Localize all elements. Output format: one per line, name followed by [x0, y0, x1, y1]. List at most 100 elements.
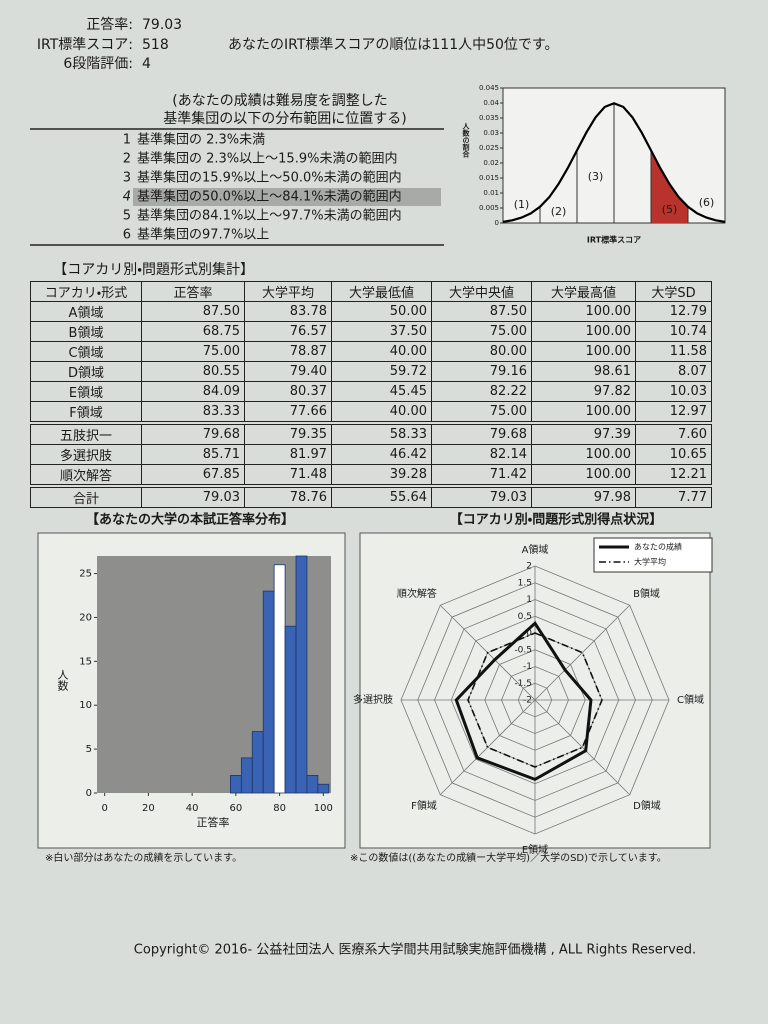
bar — [230, 775, 242, 794]
r-tick-label: 0 — [526, 629, 532, 639]
curve — [502, 102, 726, 223]
region-label: (3) — [588, 170, 604, 183]
table-cell: 順次解答 — [30, 464, 142, 488]
table-cell: 98.61 — [531, 361, 636, 382]
table-cell: F領域 — [30, 401, 142, 425]
r-tick-label: 2 — [526, 562, 532, 572]
axis-label: D領域 — [633, 799, 661, 812]
footer: Copyright© 2016- 公益社団法人 医療系大学間共用試験実施評価機構… — [134, 942, 696, 958]
table-cell: 46.42 — [331, 444, 432, 465]
y-tick-label: 0 — [495, 219, 499, 227]
table-cell: E領域 — [30, 381, 142, 402]
table-cell: 45.45 — [331, 381, 432, 402]
table-cell: 7.60 — [635, 422, 712, 445]
header-cell: 大学最高値 — [531, 281, 636, 302]
y-tick-label: 0.04 — [483, 99, 499, 107]
legend-label: あなたの成績 — [634, 542, 682, 552]
region-label: (5) — [662, 203, 678, 216]
table-title: 【コアカリ別・問題形式別集計】 — [53, 262, 254, 278]
table-cell: 12.79 — [635, 301, 712, 322]
field-label: IRT標準スコア: — [37, 37, 133, 53]
table-cell: 78.76 — [244, 485, 332, 508]
table-cell: 7.77 — [635, 485, 712, 508]
table-cell: 55.64 — [331, 485, 432, 508]
table-cell: 97.39 — [531, 422, 636, 445]
table-cell: 12.97 — [635, 401, 712, 425]
y-tick-label: 25 — [79, 569, 92, 580]
y-tick-label: 0.025 — [479, 144, 499, 152]
region-label: (1) — [514, 198, 530, 211]
table-row: C領域 75.00 78.87 40.00 80.00 100.00 11.58 — [30, 341, 712, 362]
table-cell: 79.03 — [141, 485, 245, 508]
table-cell: 87.50 — [431, 301, 532, 322]
table-cell: 11.58 — [635, 341, 712, 362]
bar — [273, 564, 286, 794]
table-cell: 40.00 — [331, 401, 432, 425]
x-tick-label: 20 — [142, 803, 155, 814]
bar — [306, 775, 319, 794]
table-cell: 80.37 — [244, 381, 332, 402]
r-tick-label: 1.5 — [518, 578, 532, 588]
table-cell: 81.97 — [244, 444, 332, 465]
axis-label: A領域 — [522, 543, 549, 556]
range-caption: (あなたの成績は難易度を調整した — [172, 93, 387, 109]
legend-label: 大学平均 — [634, 557, 666, 567]
item-text: 基準集団の97.7%以上 — [137, 227, 269, 243]
region-label: (2) — [551, 205, 567, 218]
chart-title: 【コアカリ別・問題形式別得点状況】 — [450, 512, 662, 528]
table-cell: 82.14 — [431, 444, 532, 465]
table-cell: 100.00 — [531, 321, 636, 342]
header-cell: 大学SD — [635, 281, 712, 302]
spoke — [534, 699, 631, 796]
chart-note: ※この数値は((あなたの成績ー大学平均)／大学のSD)で示しています。 — [350, 851, 667, 864]
table-row: 多選択肢 85.71 81.97 46.42 82.14 100.00 10.65 — [30, 444, 712, 465]
table-cell: 100.00 — [531, 444, 636, 465]
x-tick-label: 100 — [314, 803, 333, 814]
item-number: 5 — [123, 209, 131, 224]
table-row: E領域 84.09 80.37 45.45 82.22 97.82 10.03 — [30, 381, 712, 402]
r-tick-label: 1 — [526, 595, 532, 605]
table-cell: 100.00 — [531, 341, 636, 362]
table-cell: 58.33 — [331, 422, 432, 445]
table-cell: 80.00 — [431, 341, 532, 362]
table-cell: 83.33 — [141, 401, 245, 425]
item-number: 4 — [123, 190, 131, 205]
series-line — [454, 620, 593, 782]
bar — [317, 783, 330, 794]
table-row: 順次解答 67.85 71.48 39.28 71.42 100.00 12.21 — [30, 464, 712, 488]
table-cell: 40.00 — [331, 341, 432, 362]
table-cell: 75.00 — [431, 321, 532, 342]
header-row: コアカリ・形式 正答率 大学平均 大学最低値 大学中央値 大学最高値 大学SD — [30, 281, 712, 302]
item-number: 6 — [123, 228, 131, 243]
axis-label: E領域 — [522, 843, 548, 856]
table-row: A領域 87.50 83.78 50.00 87.50 100.00 12.79 — [30, 301, 712, 322]
item-number: 2 — [123, 152, 131, 167]
item-text: 基準集団の84.1%以上～97.7%未満の範囲内 — [137, 208, 402, 224]
table-cell: 80.55 — [141, 361, 245, 382]
table-cell: 100.00 — [531, 401, 636, 425]
table-cell: 82.22 — [431, 381, 532, 402]
y-tick-label: 0.01 — [483, 189, 499, 197]
header-cell: コアカリ・形式 — [30, 281, 142, 302]
y-tick-label: 10 — [79, 700, 92, 711]
region-label: (6) — [699, 196, 715, 209]
table-cell: 79.16 — [431, 361, 532, 382]
header-cell: 大学最低値 — [331, 281, 432, 302]
table-cell: 97.98 — [531, 485, 636, 508]
item-number: 3 — [123, 171, 131, 186]
table-cell: 68.75 — [141, 321, 245, 342]
table-row: 五肢択一 79.68 79.35 58.33 79.68 97.39 7.60 — [30, 422, 712, 445]
r-tick-label: -1.5 — [514, 679, 532, 689]
field-label: 正答率: — [86, 16, 133, 33]
rank-text: あなたのIRT標準スコアの順位は111人中50位です。 — [228, 37, 559, 53]
y-tick-label: 0.015 — [479, 174, 499, 182]
table-row: F領域 83.33 77.66 40.00 75.00 100.00 12.97 — [30, 401, 712, 425]
table-cell: 12.21 — [635, 464, 712, 488]
axis-label: F領域 — [411, 799, 437, 812]
spoke — [439, 699, 536, 796]
spoke — [534, 604, 631, 701]
x-axis-label: IRT標準スコア — [587, 235, 641, 245]
bar — [262, 590, 275, 794]
